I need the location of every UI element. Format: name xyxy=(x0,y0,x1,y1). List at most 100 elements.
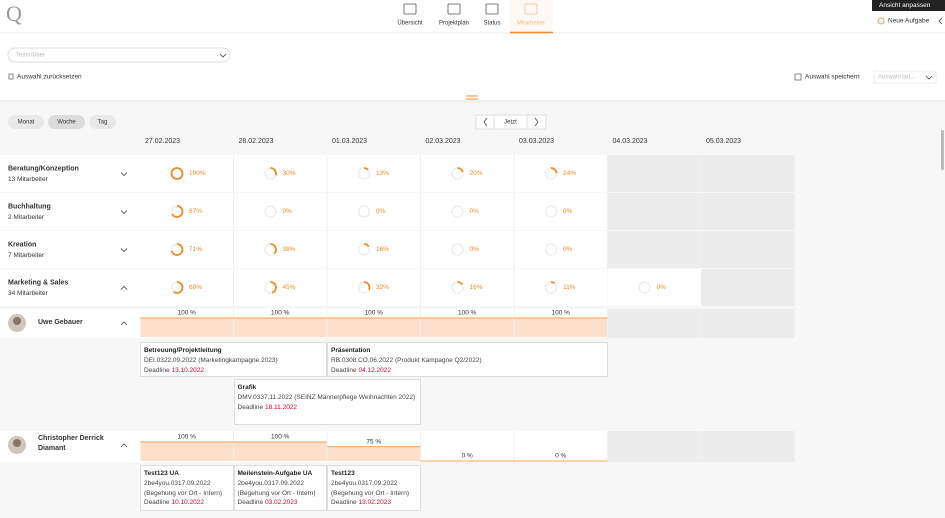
gauge-arc xyxy=(451,281,464,294)
group-members: 2 Mitarbeiter xyxy=(8,214,45,221)
task-ref-line: DMV.0337.11.2022 (SEINZ Männerpflege Wei… xyxy=(238,393,417,403)
toggle-chevron[interactable] xyxy=(120,210,128,215)
group-name: Beratung/Konzeption xyxy=(8,165,79,172)
save-icon xyxy=(794,73,802,81)
toggle-chevron[interactable] xyxy=(120,172,128,177)
toggle-chevron[interactable] xyxy=(120,443,128,448)
next-week[interactable] xyxy=(534,117,539,127)
new-task-label[interactable]: Neue Aufgabe xyxy=(888,18,930,25)
load-bar xyxy=(327,446,420,461)
task-ref: DMV.0337.11.2022 (SEINZ Männerpflege Wei… xyxy=(237,393,416,401)
toggle-chevron[interactable] xyxy=(120,248,128,253)
person-name-text: Uwe Gebauer xyxy=(38,319,83,326)
save-selection[interactable]: Auswahl speichern xyxy=(805,74,860,81)
date-header: 04.03.2023 xyxy=(613,138,648,145)
task-card[interactable]: Betreuung/Projektleitung DEI.0322.09.2022… xyxy=(140,342,327,377)
load-bar xyxy=(234,318,327,337)
deadline-date: 04.12.2022 xyxy=(358,366,392,374)
gauge-arc xyxy=(264,281,277,294)
view-button[interactable] xyxy=(89,115,116,129)
load-bar xyxy=(140,318,233,337)
gauge-track xyxy=(451,205,464,218)
task-ref: DEI.0322.09.2022 (Marketingkampagne 2023… xyxy=(144,356,278,364)
nav-item[interactable]: Status xyxy=(483,21,500,27)
customize-label[interactable]: Ansicht anpassen xyxy=(879,2,931,9)
deadline-date: 03.02.2023 xyxy=(264,499,298,507)
load-label: 100 % xyxy=(271,310,290,317)
load-label: 100 % xyxy=(271,434,290,441)
load-bar xyxy=(234,442,327,461)
view-label[interactable]: Woche xyxy=(57,120,76,126)
today-button[interactable]: Jetzt xyxy=(504,120,517,126)
task-card[interactable]: Meilenstein-Aufgabe UA 2be4you.0317.09.20… xyxy=(233,465,327,511)
view-label[interactable]: Tag xyxy=(98,120,108,126)
gauge-label: 24% xyxy=(563,170,576,177)
gauge-arc xyxy=(451,167,464,180)
task-card[interactable]: Grafik DMV.0337.11.2022 (SEINZ Männerpfle… xyxy=(233,379,421,425)
gauge-label: 11% xyxy=(563,284,576,291)
gauge-arc xyxy=(357,281,371,294)
view-button[interactable] xyxy=(48,115,85,129)
gauge-arc xyxy=(170,205,184,218)
deadline-label: Deadline xyxy=(331,499,357,507)
view-button[interactable] xyxy=(8,115,44,129)
date-header: 27.02.2023 xyxy=(145,138,180,145)
toggle-chevron[interactable] xyxy=(120,321,128,326)
gauge-label: 0% xyxy=(470,208,480,215)
deadline-date: 18.11.2022 xyxy=(264,403,298,411)
deadline-label: Deadline xyxy=(144,499,170,507)
group-name: Marketing & Sales xyxy=(8,279,68,286)
nav-item[interactable]: Projektplan xyxy=(439,21,469,27)
gauge-label: 0% xyxy=(563,208,573,215)
gauge-label: 0% xyxy=(376,208,386,215)
gauge-label: 100% xyxy=(189,170,206,177)
gauge-label: 60% xyxy=(189,284,202,291)
task-card[interactable]: Präsentation RB.0308.CO.06.2022 (Produkt … xyxy=(327,342,608,377)
date-header: 02.03.2023 xyxy=(426,138,461,145)
reset-selection[interactable]: Auswahl zurücksetzen xyxy=(17,74,82,81)
nav-icon xyxy=(447,3,461,15)
nav-item[interactable]: Übersicht xyxy=(397,20,423,27)
task-card[interactable]: Test123 2be4you.0317.09.2022 (Begehung vo… xyxy=(327,465,421,511)
scrollbar xyxy=(941,130,944,170)
deadline-label: Deadline xyxy=(237,499,264,507)
logo: Q xyxy=(6,1,22,26)
gauge-label: 16% xyxy=(376,246,389,253)
task-deadline-line: Deadline 13.02.2023 xyxy=(331,498,417,508)
gauge-label: 0% xyxy=(563,246,573,253)
deadline-date: 13.02.2023 xyxy=(358,499,392,507)
task-deadline-line: Deadline 18.11.2022 xyxy=(238,403,417,413)
customize-button[interactable] xyxy=(872,0,945,11)
person-name-text: Christopher Derrick Diamant xyxy=(38,435,104,453)
task-deadline-line: Deadline 13.10.2022 xyxy=(144,366,323,376)
gauge-arc xyxy=(264,167,277,180)
group-members: 7 Mitarbeiter xyxy=(8,252,45,259)
toggle-chevron[interactable] xyxy=(219,53,227,58)
new-task-icon[interactable] xyxy=(877,17,885,25)
view-label[interactable]: Monat xyxy=(18,120,35,126)
gauge-label: 32% xyxy=(376,284,389,291)
gauge-label: 0% xyxy=(283,208,293,215)
gauge-track xyxy=(264,205,277,218)
date-header: 03.03.2023 xyxy=(519,138,554,145)
load-select[interactable] xyxy=(873,70,937,84)
group-members: 34 Mitarbeiter xyxy=(8,290,49,297)
toggle-chevron[interactable] xyxy=(925,75,933,80)
team-select[interactable] xyxy=(7,47,231,63)
team-placeholder: Team/User xyxy=(16,53,45,59)
gauge-label: 67% xyxy=(189,208,202,215)
collapse-arrow[interactable] xyxy=(938,17,943,25)
load-label: 100 % xyxy=(458,310,477,317)
prev-week[interactable] xyxy=(483,117,488,127)
task-card[interactable]: Test123 UA 2be4you.0317.09.2022 (Begehung… xyxy=(140,465,234,511)
gauge-label: 45% xyxy=(283,284,296,291)
task-title: Meilenstein-Aufgabe UA xyxy=(237,470,313,477)
task-ref-line: DEI.0322.09.2022 (Marketingkampagne 2023… xyxy=(144,356,323,366)
toggle-chevron[interactable] xyxy=(120,285,128,290)
task-ref-line: RB.0308.CO.06.2022 (Produkt Kampagne Q2/… xyxy=(331,356,604,366)
load-bar xyxy=(421,318,514,337)
load-label: 100 % xyxy=(552,310,571,317)
weekend-cell xyxy=(607,269,701,306)
deadline-label: Deadline xyxy=(331,366,357,374)
